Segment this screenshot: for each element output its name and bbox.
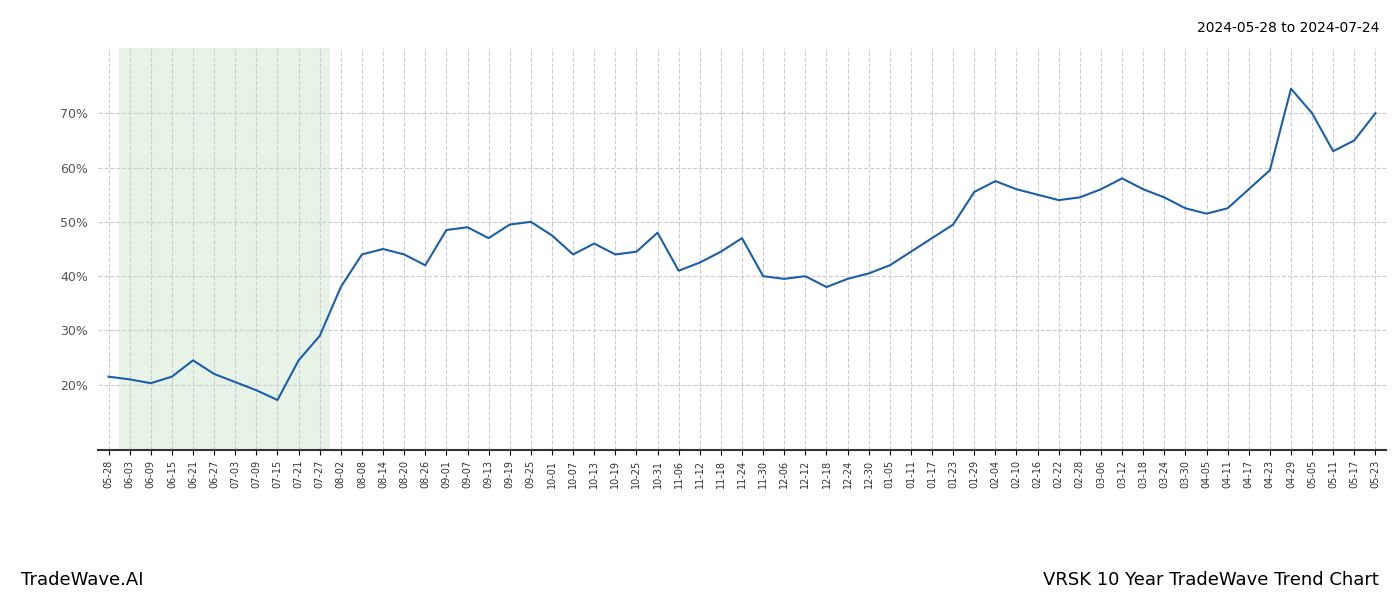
Text: VRSK 10 Year TradeWave Trend Chart: VRSK 10 Year TradeWave Trend Chart: [1043, 571, 1379, 589]
Text: TradeWave.AI: TradeWave.AI: [21, 571, 143, 589]
Bar: [119, 48, 330, 450]
Text: 2024-05-28 to 2024-07-24: 2024-05-28 to 2024-07-24: [1197, 21, 1379, 35]
